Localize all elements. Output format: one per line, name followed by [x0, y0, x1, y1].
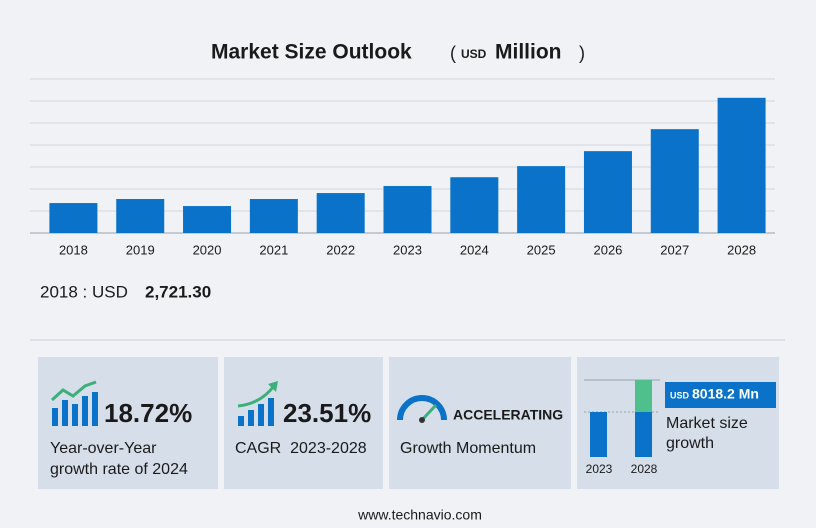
footer: www.technavio.com: [357, 507, 482, 523]
bar: [249, 199, 298, 233]
x-tick-label: 2018: [59, 242, 88, 257]
unit-name: Million: [495, 41, 562, 64]
plot: 2018 2019 2020 2021 2022 2023 2024 2025 2026 2027…: [30, 78, 775, 257]
x-tick-label: 2027: [660, 242, 689, 257]
x-tick-label: 2019: [126, 242, 155, 257]
unit-currency: USD: [461, 47, 487, 61]
card: [577, 357, 779, 489]
bar: [316, 193, 365, 233]
bar: [650, 129, 699, 233]
x-tick-label: 2022: [326, 242, 355, 257]
bar: [517, 166, 566, 233]
bar: [383, 186, 432, 233]
x-tick-label: 2025: [527, 242, 556, 257]
card-value: ACCELERATING: [453, 407, 563, 423]
x-tick-label: 2024: [460, 242, 489, 257]
card-caption: growth: [666, 435, 714, 452]
x-tick-label: 2021: [259, 242, 288, 257]
card-value: 18.72%: [104, 398, 192, 428]
mini-year: 2023: [586, 462, 613, 476]
card-caption: Year-over-Year: [50, 440, 157, 457]
card-caption: growth rate of 2024: [50, 461, 188, 478]
badge-currency: USD: [670, 390, 690, 400]
bar: [450, 177, 499, 233]
bar: [116, 199, 165, 233]
unit-paren: (: [450, 43, 456, 63]
x-tick-label: 2020: [193, 242, 222, 257]
summary-value: 2,721.30: [145, 282, 211, 301]
mini-year: 2028: [631, 462, 658, 476]
card-caption: CAGR 2023-2028: [235, 440, 367, 457]
x-tick-label: 2028: [727, 242, 756, 257]
bar: [717, 97, 766, 233]
card: [389, 357, 571, 489]
x-tick-label: 2023: [393, 242, 422, 257]
gauge-icon: [397, 395, 447, 423]
value-badge: [665, 382, 776, 408]
bar: [583, 151, 632, 233]
badge-value: 8018.2 Mn: [692, 386, 759, 402]
bar: [49, 203, 98, 233]
x-tick-label: 2026: [593, 242, 622, 257]
mini-chart: [584, 379, 660, 457]
card-caption: Market size: [666, 415, 748, 432]
growth-icon: [50, 380, 98, 426]
bar: [183, 206, 232, 233]
summary-label: 2018 : USD: [40, 282, 128, 301]
card-value: 23.51%: [283, 398, 371, 428]
chart-title: Market Size Outlook: [211, 41, 412, 64]
unit-paren: ): [579, 43, 585, 63]
cagr-icon: [237, 381, 278, 426]
card-caption: Growth Momentum: [400, 440, 536, 457]
